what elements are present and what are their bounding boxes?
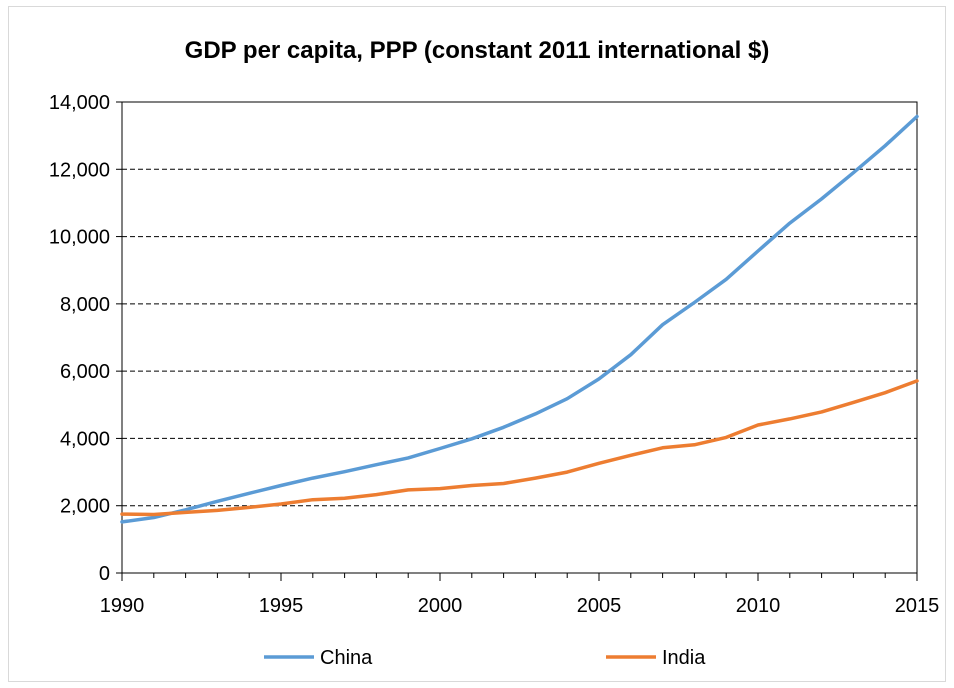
x-tick-label: 2010: [736, 595, 781, 617]
chart-frame: [8, 6, 946, 682]
series-line-china: [120, 114, 919, 524]
y-tick-label: 14,000: [49, 92, 110, 114]
y-tick-label: 8,000: [60, 294, 110, 316]
y-tick-label: 10,000: [49, 227, 110, 249]
y-tick-label: 0: [99, 563, 110, 585]
series-line-india: [120, 379, 919, 517]
y-tick-label: 2,000: [60, 496, 110, 518]
plot-area-border: [121, 101, 918, 574]
grid-lines: [122, 168, 917, 507]
x-tick-label: 2015: [895, 595, 940, 617]
y-tick-label: 4,000: [60, 428, 110, 450]
axes: 0 2,000 4,000 6,000 8,000 10,000 12,000 14,000 1…: [49, 92, 939, 617]
chart-title: GDP per capita, PPP (constant 2011 inter…: [185, 37, 770, 64]
x-tick-label: 2005: [577, 595, 622, 617]
x-tick-label: 1990: [100, 595, 145, 617]
y-tick-label: 6,000: [60, 361, 110, 383]
legend-label-india: India: [662, 647, 706, 669]
legend-label-china: China: [320, 647, 373, 669]
x-tick-label: 1995: [259, 595, 304, 617]
x-tick-label: 2000: [418, 595, 463, 617]
y-tick-label: 12,000: [49, 159, 110, 181]
legend: China India: [264, 647, 706, 669]
series-lines: [120, 114, 919, 524]
